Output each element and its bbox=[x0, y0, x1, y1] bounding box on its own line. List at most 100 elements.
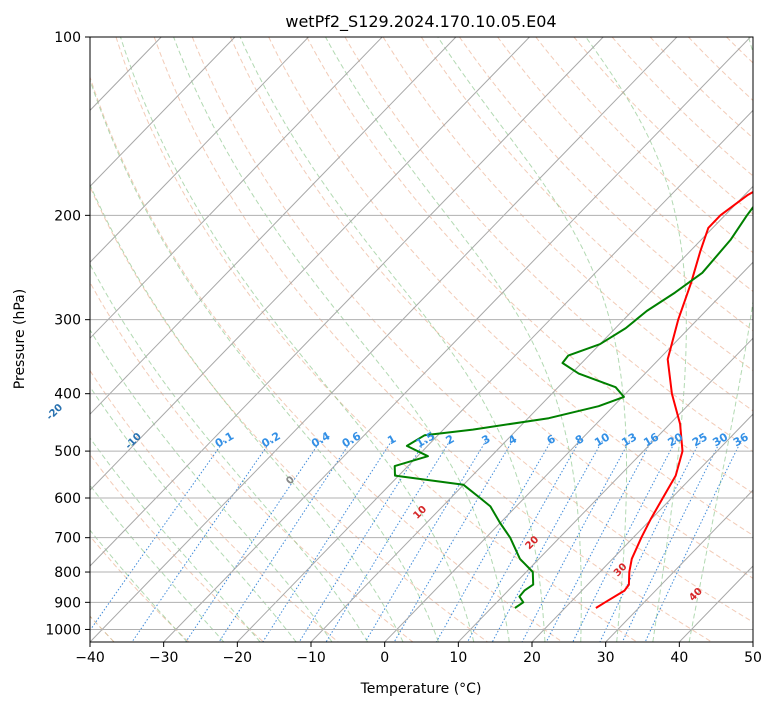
dry-adiabat-label: -10 bbox=[123, 431, 144, 452]
moist-adiabat-line bbox=[90, 385, 297, 642]
dry-adiabat-line bbox=[90, 281, 414, 642]
y-tick-label: 900 bbox=[54, 595, 81, 611]
moist-adiabat-label: 40 bbox=[687, 586, 705, 604]
moist-adiabat-line bbox=[90, 328, 333, 642]
moist-adiabat-label: 0 bbox=[284, 474, 297, 487]
isotherm-line bbox=[163, 37, 751, 642]
mixing-ratio-label: 0.1 bbox=[213, 429, 236, 450]
isotherm-line bbox=[531, 413, 753, 642]
chart-title: wetPf2_S129.2024.170.10.05.E04 bbox=[285, 12, 556, 32]
dry-adiabat-line bbox=[726, 37, 753, 64]
mixing-ratio-line bbox=[90, 440, 225, 632]
x-tick-label: 20 bbox=[523, 650, 541, 666]
mixing-ratio-label: 1 bbox=[385, 432, 398, 447]
mixing-ratio-line bbox=[298, 440, 426, 642]
dry-adiabat-line bbox=[420, 37, 753, 372]
dry-adiabat-line bbox=[153, 37, 712, 642]
x-axis-label: Temperature (°C) bbox=[360, 681, 482, 697]
y-tick-label: 300 bbox=[54, 313, 81, 329]
x-tick-label: 0 bbox=[380, 650, 389, 666]
x-tick-label: −40 bbox=[75, 650, 105, 666]
isotherm-line bbox=[90, 37, 236, 188]
dry-adiabat-line bbox=[191, 37, 753, 623]
mixing-ratio-line bbox=[325, 440, 451, 642]
dry-adiabat-line bbox=[90, 535, 190, 642]
y-tick-label: 700 bbox=[54, 531, 81, 547]
y-tick-label: 400 bbox=[54, 387, 81, 403]
y-tick-label: 100 bbox=[54, 30, 81, 46]
isotherm-line bbox=[384, 261, 753, 642]
isotherms bbox=[90, 37, 753, 642]
mixing-ratio-line bbox=[621, 440, 722, 642]
isotherm-line bbox=[90, 37, 678, 642]
plot-frame bbox=[89, 36, 754, 643]
moist-adiabat-line bbox=[90, 529, 188, 642]
dry-adiabat-line bbox=[230, 37, 753, 579]
y-tick-label: 200 bbox=[54, 208, 81, 224]
y-tick-label: 1000 bbox=[45, 622, 81, 638]
dry-adiabat-line bbox=[115, 37, 638, 642]
mixing-ratio-label: 30 bbox=[710, 430, 730, 449]
mixing-ratio-line bbox=[491, 440, 603, 642]
dry-adiabats bbox=[90, 37, 775, 642]
dry-adiabat-line bbox=[688, 37, 753, 102]
mixing-ratio-label: 16 bbox=[641, 430, 661, 449]
moist-adiabat-line bbox=[90, 263, 369, 642]
y-tick-label: 800 bbox=[54, 565, 81, 581]
mixing-ratio-line bbox=[467, 440, 581, 642]
isotherm-line bbox=[457, 337, 753, 642]
dry-adiabat-line bbox=[268, 37, 753, 536]
dry-adiabat-label: -20 bbox=[45, 402, 66, 423]
moist-adiabat-line bbox=[688, 37, 753, 642]
mixing-ratio-line bbox=[185, 440, 322, 642]
isotherm-line bbox=[90, 37, 309, 263]
dry-adiabat-line bbox=[90, 369, 339, 642]
mixing-ratio-label: 0.6 bbox=[340, 429, 364, 450]
moist-adiabat-line bbox=[239, 37, 546, 642]
mixing-ratio-label: 3 bbox=[480, 432, 493, 447]
dry-adiabat-line bbox=[611, 37, 753, 177]
moist-adiabat-line bbox=[437, 37, 628, 642]
isotherm-line bbox=[236, 109, 753, 642]
dry-adiabat-line bbox=[535, 37, 753, 254]
moist-adiabat-line bbox=[90, 183, 404, 642]
mixing-ratio-label: 1.5 bbox=[414, 429, 437, 450]
moist-adiabat-label: 20 bbox=[524, 534, 542, 552]
mixing-ratio-line bbox=[545, 440, 653, 642]
isotherm-line bbox=[752, 641, 753, 642]
mixing-ratio-label: 0.4 bbox=[309, 429, 333, 450]
mixing-ratio-label: 13 bbox=[619, 430, 639, 449]
profile-line bbox=[393, 205, 753, 609]
moist-adiabat-line bbox=[325, 37, 582, 642]
isotherm-line bbox=[90, 37, 604, 567]
moist-adiabat-label: 30 bbox=[612, 561, 630, 579]
dry-adiabat-line bbox=[458, 37, 753, 332]
x-axis-ticks: −40 −30 −20 −10 0 10 20 30 40 50 bbox=[75, 642, 762, 666]
moist-adiabat-line bbox=[173, 37, 510, 642]
x-tick-label: −30 bbox=[149, 650, 179, 666]
isobar-gridlines bbox=[90, 37, 753, 630]
x-tick-label: 10 bbox=[449, 650, 467, 666]
dry-adiabat-line bbox=[573, 37, 753, 215]
moist-adiabat-line bbox=[90, 437, 261, 642]
y-axis-ticks: 100 200 300 400 500 600 700 800 900 1000 bbox=[45, 30, 90, 638]
moist-adiabat-label: 10 bbox=[412, 504, 430, 522]
moist-adiabat-line bbox=[120, 37, 475, 642]
x-tick-label: −10 bbox=[296, 650, 326, 666]
x-tick-label: 30 bbox=[597, 650, 615, 666]
moist-adiabat-line bbox=[585, 37, 687, 642]
isotherm-line bbox=[90, 37, 530, 491]
mixing-ratio-label: 10 bbox=[592, 430, 612, 449]
dry-adiabat-line bbox=[90, 453, 264, 642]
dry-adiabat-line bbox=[382, 37, 753, 412]
dry-adiabat-line bbox=[497, 37, 753, 293]
isotherm-line bbox=[90, 37, 383, 339]
x-tick-label: 50 bbox=[744, 650, 762, 666]
y-axis-label: Pressure (hPa) bbox=[12, 289, 28, 389]
mixing-ratio-label: 2 bbox=[444, 432, 457, 447]
plot-area bbox=[90, 37, 775, 642]
mixing-ratio-line bbox=[262, 440, 393, 642]
dry-adiabat-line bbox=[765, 37, 775, 642]
x-tick-label: 40 bbox=[670, 650, 688, 666]
